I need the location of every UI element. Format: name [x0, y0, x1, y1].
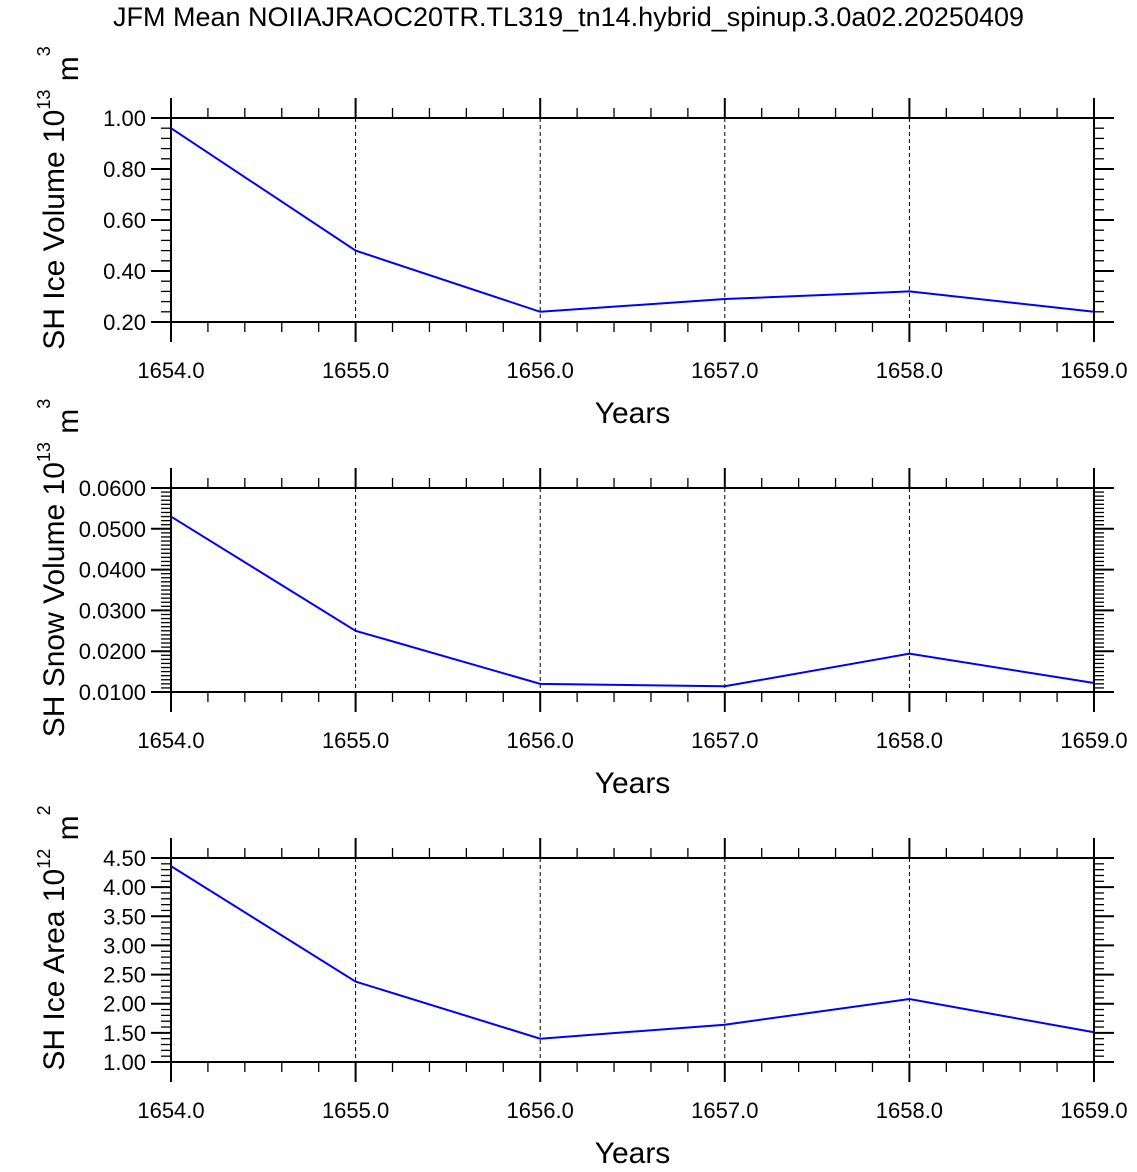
x-axis-label: Years	[595, 397, 671, 430]
space	[38, 143, 71, 151]
y-tick-label: 0.80	[103, 157, 146, 182]
x-tick-label: 1655.0	[322, 358, 389, 383]
panel-1: 0.20 0.40 0.60 0.80 1.00 1654.0 1655.0 1656.0 16…	[34, 46, 1128, 430]
x-axis-label: Years	[595, 767, 671, 800]
y-axis-label: SH Snow Volume 1013 m3	[34, 399, 85, 738]
y-tick-label: 0.0200	[79, 639, 146, 664]
x-tick-label: 1657.0	[691, 358, 758, 383]
y-label-ylabel-unit-base: 10	[38, 462, 71, 495]
space	[38, 81, 71, 89]
y-label-ylabel-unit-unit-exp: 3	[34, 46, 54, 56]
y-label-ylabel-unit-exp: 12	[34, 849, 54, 869]
y-label-ylabel: SH Snow Volume	[38, 504, 71, 737]
y-axis-label: SH Ice Area 1012 m2	[34, 805, 85, 1070]
y-tick-label: 4.50	[103, 846, 146, 871]
space	[38, 840, 71, 848]
space	[38, 902, 71, 910]
y-label-ylabel-unit-exp: 13	[34, 442, 54, 462]
y-tick-label: 2.00	[103, 992, 146, 1017]
y-label-ylabel-unit-base: 10	[38, 110, 71, 143]
chart-title: JFM Mean NOIIAJRAOC20TR.TL319_tn14.hybri…	[112, 2, 1025, 32]
x-tick-label: 1656.0	[507, 728, 574, 753]
x-axis-label: Years	[595, 1137, 671, 1170]
space	[38, 495, 71, 503]
data-line	[170, 515, 1095, 688]
x-tick-label: 1658.0	[876, 358, 943, 383]
y-tick-label: 0.0100	[79, 680, 146, 705]
data-line	[170, 865, 1095, 1040]
plot-frame	[170, 487, 1095, 693]
x-tick-label: 1654.0	[137, 728, 204, 753]
x-tick-label: 1654.0	[137, 1098, 204, 1123]
y-tick-label: 0.0300	[79, 598, 146, 623]
x-tick-label: 1656.0	[507, 1098, 574, 1123]
y-tick-label: 0.0500	[79, 517, 146, 542]
y-tick-label: 0.20	[103, 310, 146, 335]
y-tick-label: 4.00	[103, 875, 146, 900]
x-tick-label: 1657.0	[691, 1098, 758, 1123]
y-label-ylabel-unit: m	[52, 409, 85, 434]
x-tick-label: 1658.0	[876, 1098, 943, 1123]
x-tick-label: 1655.0	[322, 1098, 389, 1123]
x-tick-label: 1659.0	[1060, 358, 1127, 383]
y-tick-label: 0.0600	[79, 476, 146, 501]
y-tick-label: 2.50	[103, 963, 146, 988]
y-label-ylabel-unit-base: 10	[38, 869, 71, 902]
x-tick-label: 1657.0	[691, 728, 758, 753]
y-label-ylabel-unit-unit-exp: 3	[34, 399, 54, 409]
panel-2: 0.0100 0.0200 0.0300 0.0400 0.0500 0.0600 1654…	[34, 399, 1128, 800]
y-tick-label: 0.40	[103, 259, 146, 284]
plot-frame	[170, 857, 1095, 1063]
y-label-ylabel-unit: m	[52, 56, 85, 81]
x-tick-label: 1658.0	[876, 728, 943, 753]
y-tick-label: 1.50	[103, 1021, 146, 1046]
x-tick-label: 1654.0	[137, 358, 204, 383]
x-tick-label: 1656.0	[507, 358, 574, 383]
y-label-ylabel-unit-unit-exp: 2	[34, 805, 54, 815]
data-line	[170, 127, 1095, 313]
y-tick-label: 1.00	[103, 106, 146, 131]
x-tick-label: 1659.0	[1060, 1098, 1127, 1123]
y-tick-label: 3.50	[103, 904, 146, 929]
y-label-ylabel: SH Ice Area	[38, 910, 71, 1070]
y-tick-label: 3.00	[103, 933, 146, 958]
x-tick-label: 1655.0	[322, 728, 389, 753]
y-label-ylabel-unit: m	[52, 815, 85, 840]
y-tick-label: 0.60	[103, 208, 146, 233]
y-axis-label: SH Ice Volume 1013 m3	[34, 46, 85, 350]
y-tick-label: 1.00	[103, 1050, 146, 1075]
y-label-ylabel: SH Ice Volume	[38, 151, 71, 349]
plot-frame	[170, 117, 1095, 323]
y-tick-label: 0.0400	[79, 558, 146, 583]
y-label-ylabel-unit-exp: 13	[34, 90, 54, 110]
x-tick-label: 1659.0	[1060, 728, 1127, 753]
panel-3: 1.00 1.50 2.00 2.50 3.00 3.50 4.00 4.50 1654.0 16…	[34, 805, 1128, 1170]
space	[38, 434, 71, 442]
